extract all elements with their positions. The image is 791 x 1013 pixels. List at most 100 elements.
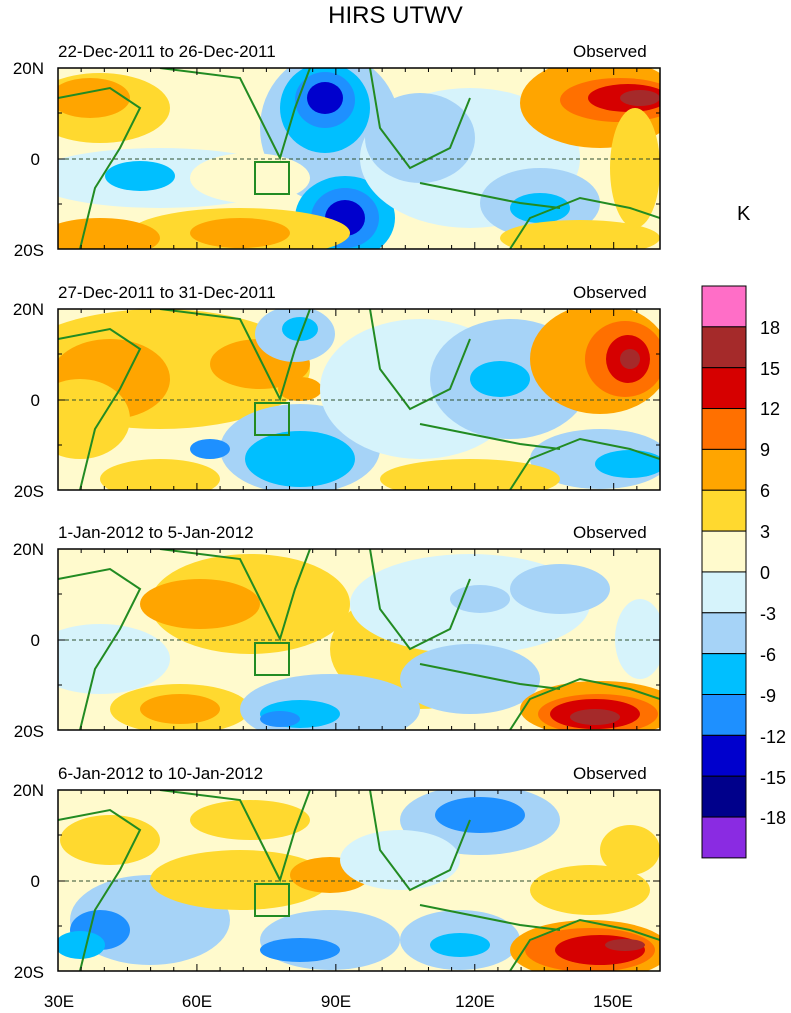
- panel-1-anomaly-26: [190, 153, 310, 203]
- cb-label-0: 0: [760, 563, 771, 583]
- ytick-20n-p1: 20N: [12, 59, 44, 78]
- panel-1-coast-africa: [58, 86, 142, 249]
- cb-label-18: 18: [760, 318, 781, 338]
- colorbar-swatch-4: [701, 408, 747, 450]
- panel-4-anomaly-10: [340, 830, 460, 890]
- panel-4-anomaly-4: [435, 797, 525, 833]
- panel-2-coast-india: [159, 309, 311, 402]
- panel-1-anomaly-20: [620, 90, 660, 106]
- panel-1-anomaly-14: [365, 93, 475, 183]
- ytick-20n-p3: 20N: [12, 540, 44, 559]
- colorbar-swatch-8: [701, 571, 747, 614]
- panel-4-field: [58, 790, 660, 971]
- panel-4-coast-africa: [58, 808, 142, 971]
- panel-2-field: [58, 309, 660, 490]
- panel-2-anomaly-9: [190, 439, 230, 459]
- panel-4-coast-islands: [419, 904, 561, 931]
- panel-1-label: Observed: [573, 42, 647, 61]
- cb-label-9: 9: [760, 440, 771, 460]
- panel-4-anomaly-12: [260, 938, 340, 962]
- panel-1-anomaly-7: [307, 82, 343, 114]
- panel-2-anomaly-19: [380, 459, 560, 490]
- panel-4-region-box: [254, 883, 290, 917]
- xtick-30e: 30E: [43, 992, 75, 1011]
- panel-3-anomaly-5: [510, 564, 610, 614]
- panel-3-anomaly-2: [140, 579, 260, 629]
- colorbar-swatch-12: [701, 734, 747, 777]
- ytick-20s-p4: 20S: [13, 963, 44, 982]
- panel-4-anomaly-14: [430, 933, 490, 957]
- panel-4-map: [57, 789, 661, 972]
- panel-3-field: [58, 549, 660, 730]
- ytick-20s-p3: 20S: [13, 722, 44, 741]
- panel-1-region-box: [254, 161, 290, 195]
- panel-3-label: Observed: [573, 523, 647, 542]
- xtick-120e: 120E: [455, 992, 495, 1011]
- panel-3-coast-africa: [58, 567, 142, 730]
- panel-2-anomaly-8: [245, 431, 355, 487]
- panel-3-coast-islands: [419, 663, 561, 690]
- panel-4-coast-australia: [509, 918, 660, 971]
- panel-3-anomaly-8: [140, 694, 220, 724]
- ytick-20s-p2: 20S: [13, 482, 44, 501]
- cb-label-neg15: -15: [760, 768, 787, 788]
- panel-4-date-range: 6-Jan-2012 to 10-Jan-2012: [58, 764, 264, 783]
- cb-label-3: 3: [760, 522, 771, 542]
- panel-3-anomaly-11: [260, 711, 300, 727]
- ytick-eq-p4: 0: [30, 872, 40, 891]
- figure-title: HIRS UTWV: [328, 2, 463, 29]
- panel-2-anomaly-20: [100, 459, 220, 490]
- panel-4-anomaly-20: [600, 825, 660, 875]
- panel-1-map: [57, 67, 661, 250]
- panel-4-label: Observed: [573, 764, 647, 783]
- panel-2-anomaly-5: [282, 317, 318, 341]
- panel-4-anomaly-19: [530, 865, 650, 915]
- panel-4-anomaly-2: [60, 815, 160, 865]
- panel-1-anomaly-3: [58, 78, 130, 118]
- panel-2-map: [57, 308, 661, 491]
- colorbar-swatch-9: [701, 612, 747, 655]
- panel-2-coast-africa: [58, 327, 142, 490]
- colorbar-swatch-10: [701, 653, 747, 696]
- cb-label-6: 6: [760, 481, 771, 501]
- colorbar: [701, 285, 747, 859]
- ytick-20n-p4: 20N: [12, 781, 44, 800]
- panel-4-coast-india: [159, 790, 311, 883]
- panel-1-coast-india: [159, 68, 311, 161]
- panel-1-anomaly-22: [190, 218, 290, 248]
- colorbar-swatch-1: [701, 285, 747, 328]
- panel-2-coast-islands: [419, 423, 561, 450]
- panel-4-anomaly-18: [605, 939, 645, 951]
- panel-3-coast-india: [159, 549, 311, 642]
- xtick-150e: 150E: [593, 992, 633, 1011]
- colorbar-swatch-3: [701, 367, 747, 410]
- panel-3-date-range: 1-Jan-2012 to 5-Jan-2012: [58, 523, 254, 542]
- cb-label-neg12: -12: [760, 727, 787, 747]
- panel-1-coast-australia: [509, 196, 660, 249]
- panel-1-anomaly-24: [500, 220, 660, 249]
- panel-1-field: [58, 68, 660, 249]
- colorbar-swatch-7: [701, 530, 747, 573]
- colorbar-unit: K: [737, 203, 751, 225]
- panel-4-anomaly-7: [58, 931, 105, 959]
- ytick-eq-p2: 0: [30, 391, 40, 410]
- panel-2-anomaly-18: [620, 349, 640, 369]
- panel-1-coast-asia: [369, 68, 471, 170]
- panel-2-region-box: [254, 402, 290, 436]
- colorbar-swatch-13: [701, 775, 747, 818]
- panel-2-coast-asia: [369, 309, 471, 411]
- panel-2-coast-australia: [509, 437, 660, 490]
- xtick-60e: 60E: [181, 992, 213, 1011]
- panel-2-anomaly-21: [58, 379, 130, 459]
- panel-3-map: [57, 548, 661, 731]
- panel-3-coast-australia: [509, 677, 660, 730]
- colorbar-swatch-6: [701, 489, 747, 532]
- cb-label-15: 15: [760, 359, 781, 379]
- panel-1-anomaly-16: [510, 193, 570, 223]
- panel-4-coast-asia: [369, 790, 471, 892]
- panel-3-region-box: [254, 642, 290, 676]
- cb-label-neg18: -18: [760, 808, 787, 828]
- panel-3-anomaly-16: [570, 709, 620, 725]
- colorbar-swatch-11: [701, 694, 747, 736]
